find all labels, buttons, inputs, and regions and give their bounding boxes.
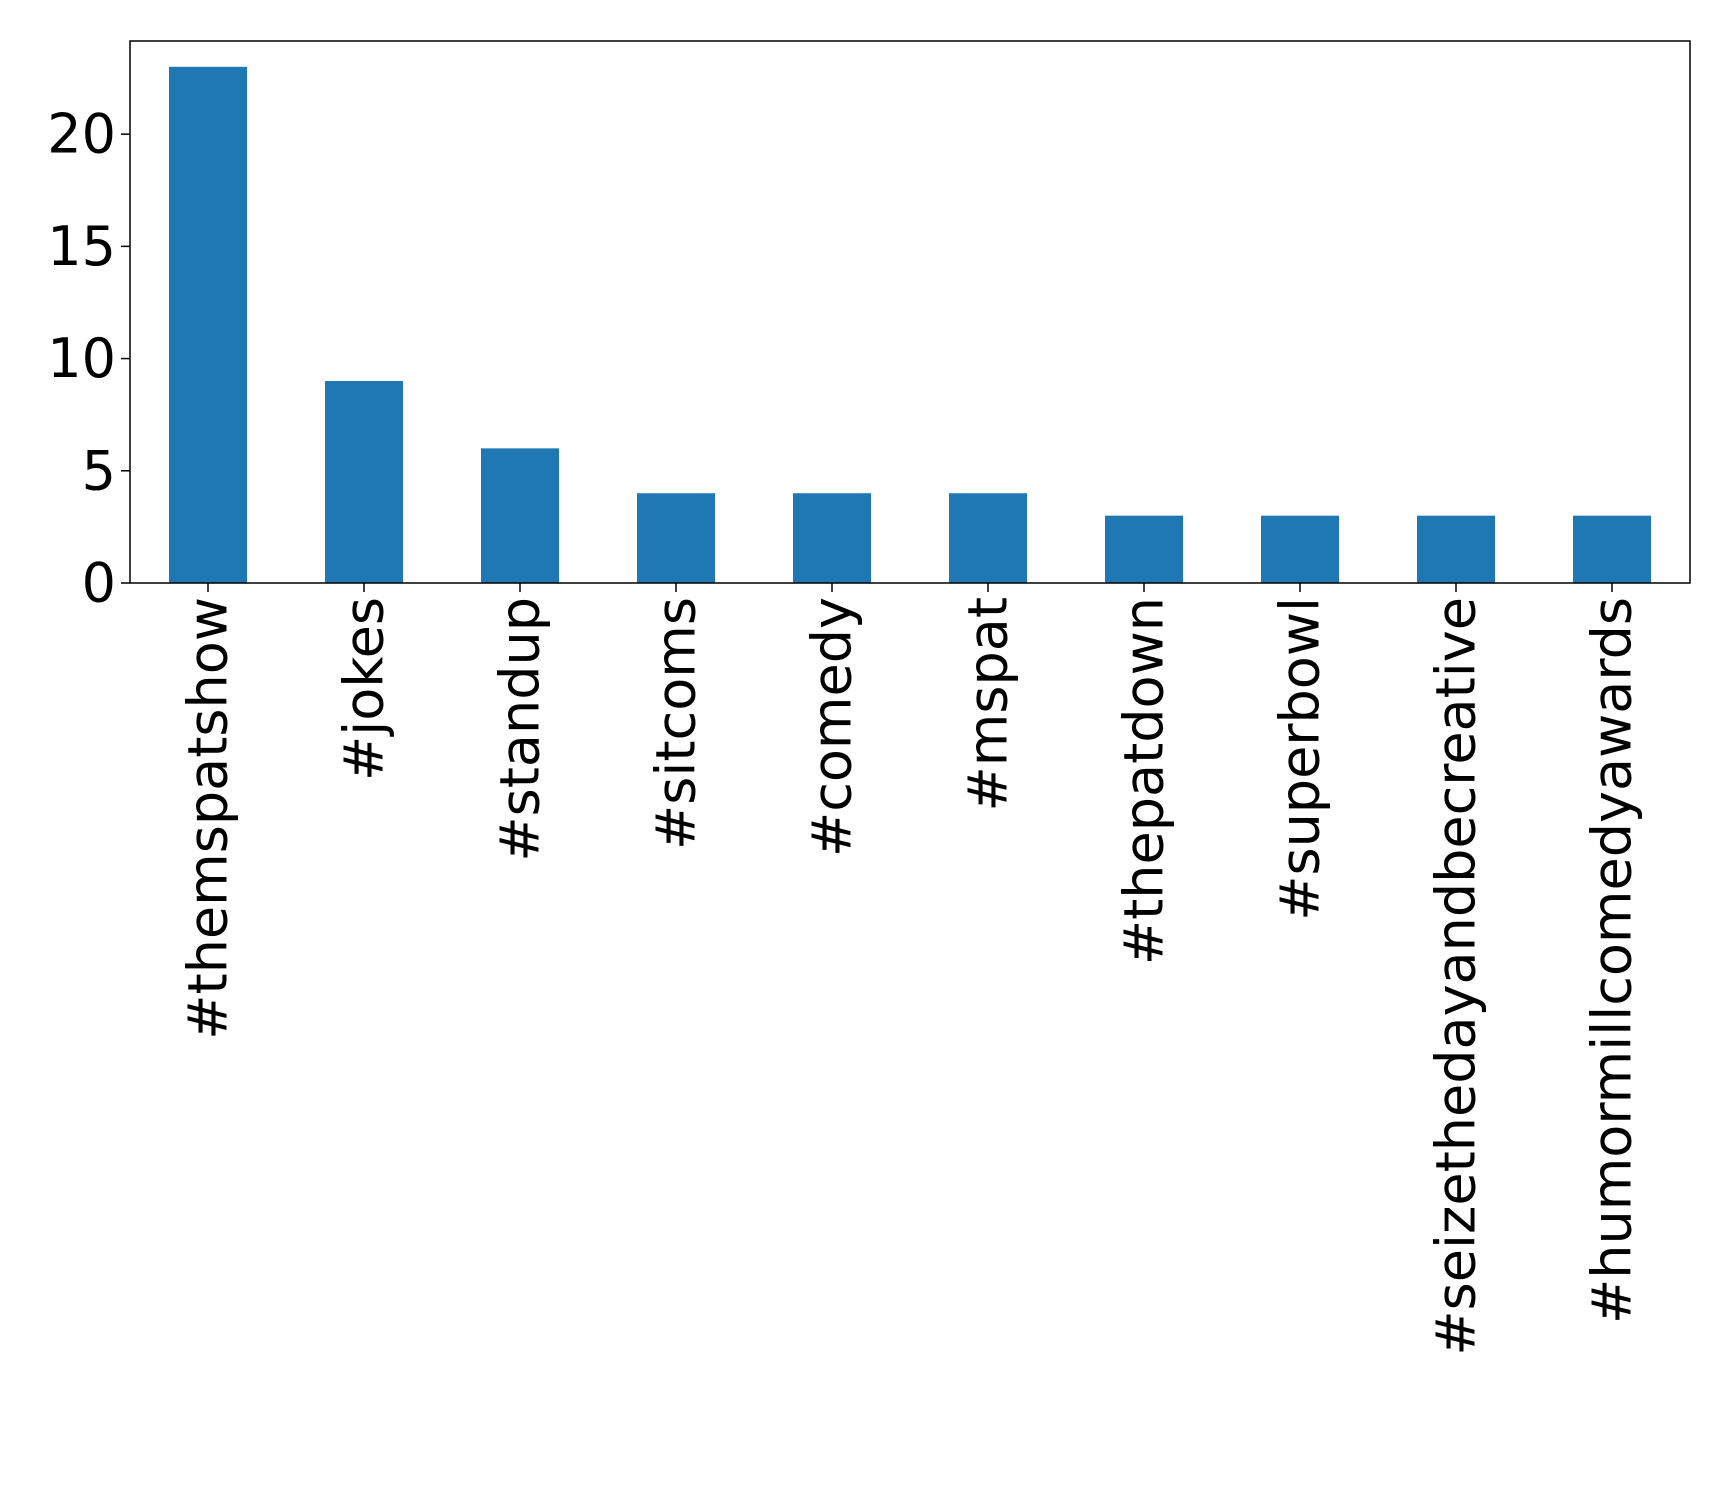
bar-sitcoms xyxy=(637,493,715,583)
x-tick-label: #comedy xyxy=(801,597,864,857)
x-tick-label: #humormillcomedyawards xyxy=(1581,597,1644,1324)
bar-superbowl xyxy=(1261,515,1339,583)
x-axis: #themspatshow #jokes #standup #sitcoms #come… xyxy=(177,583,1644,1356)
x-tick-label: #thepatdown xyxy=(1113,597,1176,965)
y-tick-label: 15 xyxy=(47,215,116,278)
bar-standup xyxy=(481,448,559,583)
bar-humormillcomedyawards xyxy=(1573,515,1651,583)
bars-group xyxy=(169,66,1651,584)
plot-frame xyxy=(129,40,1691,584)
bar-thepatdown xyxy=(1105,515,1183,583)
x-tick-label: #superbowl xyxy=(1269,597,1332,921)
bar-themspatshow xyxy=(169,66,247,584)
x-tick-label: #standup xyxy=(489,597,552,862)
y-tick-label: 0 xyxy=(82,552,116,615)
bar-comedy xyxy=(793,493,871,583)
x-tick-label: #seizethedayandbecreative xyxy=(1425,597,1488,1356)
bar-mspat xyxy=(949,493,1027,583)
y-axis: 0 5 10 15 20 xyxy=(47,103,130,615)
bar-jokes xyxy=(325,381,403,583)
bar-seizethedayandbecreative xyxy=(1417,515,1495,583)
y-tick-label: 20 xyxy=(47,103,116,166)
x-tick-label: #mspat xyxy=(957,597,1020,812)
y-tick-label: 5 xyxy=(82,439,116,502)
y-tick-label: 10 xyxy=(47,327,116,390)
x-tick-label: #sitcoms xyxy=(645,597,708,850)
x-tick-label: #jokes xyxy=(333,597,396,781)
x-tick-label: #themspatshow xyxy=(177,597,240,1040)
